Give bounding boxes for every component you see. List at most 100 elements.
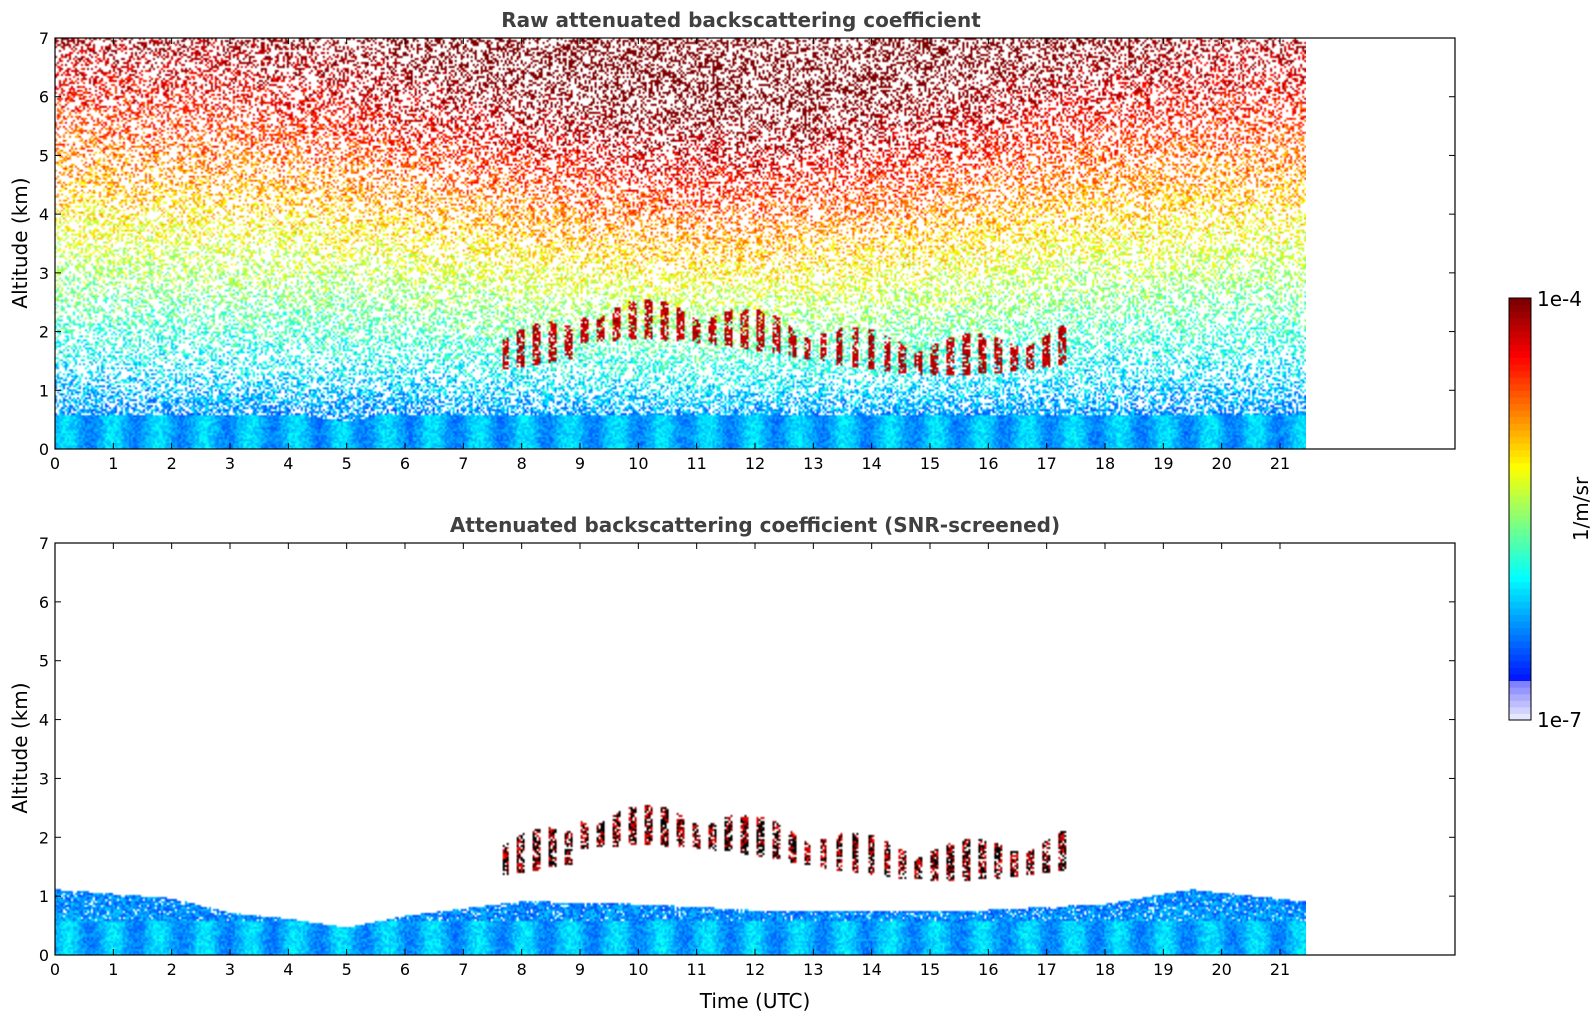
colorbar-step (1509, 317, 1531, 325)
colorbar-step (1509, 548, 1531, 556)
x-tick-label: 10 (628, 960, 648, 979)
x-tick-label: 14 (861, 454, 881, 473)
colorbar-step (1509, 581, 1531, 589)
colorbar-step (1509, 607, 1531, 616)
colorbar-step (1509, 502, 1531, 510)
x-tick-label: 21 (1270, 454, 1290, 473)
chart-title: Attenuated backscattering coefficient (S… (450, 513, 1060, 537)
x-tick-label: 7 (458, 960, 468, 979)
x-tick-label: 4 (283, 454, 293, 473)
x-tick-label: 11 (686, 960, 706, 979)
y-tick-label: 7 (39, 29, 49, 48)
colorbar-step (1509, 482, 1531, 490)
x-tick-label: 0 (50, 960, 60, 979)
y-tick-label: 2 (39, 323, 49, 342)
colorbar-step (1509, 449, 1531, 457)
y-tick-label: 5 (39, 146, 49, 165)
colorbar-step (1509, 324, 1531, 332)
x-tick-label: 15 (920, 960, 940, 979)
colorbar-step (1509, 515, 1531, 523)
chart-title: Raw attenuated backscattering coefficien… (501, 8, 981, 32)
colorbar-step (1509, 687, 1531, 695)
x-axis-label: Time (UTC) (699, 989, 811, 1013)
colorbar: 1e-4 1e-7 1/m/sr (1508, 287, 1593, 732)
heatmap-image (55, 38, 1306, 449)
colorbar-step (1509, 370, 1531, 378)
colorbar-step (1509, 680, 1531, 688)
colorbar-step (1509, 522, 1531, 530)
x-tick-label: 3 (225, 960, 235, 979)
x-tick-label: 0 (50, 454, 60, 473)
heatmap-image (55, 543, 1306, 955)
x-tick-label: 13 (803, 960, 823, 979)
x-tick-label: 6 (400, 960, 410, 979)
colorbar-step (1509, 574, 1531, 583)
y-tick-label: 2 (39, 828, 49, 847)
colorbar-step (1509, 700, 1531, 708)
y-tick-label: 6 (39, 88, 49, 107)
y-tick-label: 0 (39, 440, 49, 459)
colorbar-step (1509, 403, 1531, 411)
y-tick-label: 3 (39, 264, 49, 283)
x-tick-label: 17 (1036, 960, 1056, 979)
x-tick-label: 1 (108, 454, 118, 473)
colorbar-step (1509, 344, 1531, 352)
colorbar-step (1509, 311, 1531, 319)
x-tick-label: 8 (517, 960, 527, 979)
x-tick-label: 19 (1153, 960, 1173, 979)
colorbar-step (1509, 660, 1531, 668)
colorbar-step (1509, 410, 1531, 418)
colorbar-step (1509, 673, 1531, 682)
colorbar-step (1509, 357, 1531, 365)
colorbar-step (1509, 541, 1531, 550)
colorbar-step (1509, 390, 1531, 398)
colorbar-step (1509, 568, 1531, 576)
colorbar-step (1509, 667, 1531, 675)
y-axis-label: Altitude (km) (8, 177, 32, 308)
colorbar-step (1509, 713, 1531, 721)
colorbar-step (1509, 594, 1531, 602)
y-axis-label: Altitude (km) (8, 682, 32, 813)
colorbar-step (1509, 443, 1531, 451)
colorbar-min-label: 1e-7 (1537, 708, 1582, 732)
axis-ticks: 0 1 2 3 4 5 6 7 8 9 10 11 12 13 14 15 16 17 18 19 20 21012345… (39, 534, 1455, 979)
x-tick-label: 8 (517, 454, 527, 473)
colorbar-step (1509, 627, 1531, 635)
colorbar-step (1509, 588, 1531, 596)
colorbar-max-label: 1e-4 (1537, 287, 1582, 311)
colorbar-step (1509, 350, 1531, 358)
colorbar-step (1509, 654, 1531, 662)
colorbar-step (1509, 528, 1531, 536)
y-tick-label: 1 (39, 381, 49, 400)
x-tick-label: 12 (745, 960, 765, 979)
colorbar-step (1509, 396, 1531, 405)
x-tick-label: 2 (167, 960, 177, 979)
y-tick-label: 0 (39, 946, 49, 965)
chart-raw: Raw attenuated backscattering coefficien… (8, 8, 1456, 473)
y-tick-label: 5 (39, 652, 49, 671)
x-tick-label: 10 (628, 454, 648, 473)
colorbar-step (1509, 423, 1531, 431)
colorbar-step (1509, 330, 1531, 339)
x-tick-label: 15 (920, 454, 940, 473)
y-tick-label: 4 (39, 711, 49, 730)
colorbar-step (1509, 509, 1531, 517)
x-tick-label: 6 (400, 454, 410, 473)
colorbar-unit-label: 1/m/sr (1569, 476, 1593, 541)
colorbar-step (1509, 469, 1531, 477)
colorbar-step (1509, 495, 1531, 504)
x-tick-label: 7 (458, 454, 468, 473)
colorbar-gradient (1509, 298, 1531, 721)
y-tick-label: 1 (39, 887, 49, 906)
x-tick-label: 9 (575, 960, 585, 979)
x-tick-label: 14 (861, 960, 881, 979)
colorbar-step (1509, 476, 1531, 484)
x-tick-label: 17 (1036, 454, 1056, 473)
y-tick-label: 4 (39, 205, 49, 224)
colorbar-step (1509, 634, 1531, 642)
colorbar-step (1509, 614, 1531, 622)
colorbar-step (1509, 337, 1531, 345)
x-tick-label: 1 (108, 960, 118, 979)
y-tick-label: 6 (39, 593, 49, 612)
x-tick-label: 19 (1153, 454, 1173, 473)
